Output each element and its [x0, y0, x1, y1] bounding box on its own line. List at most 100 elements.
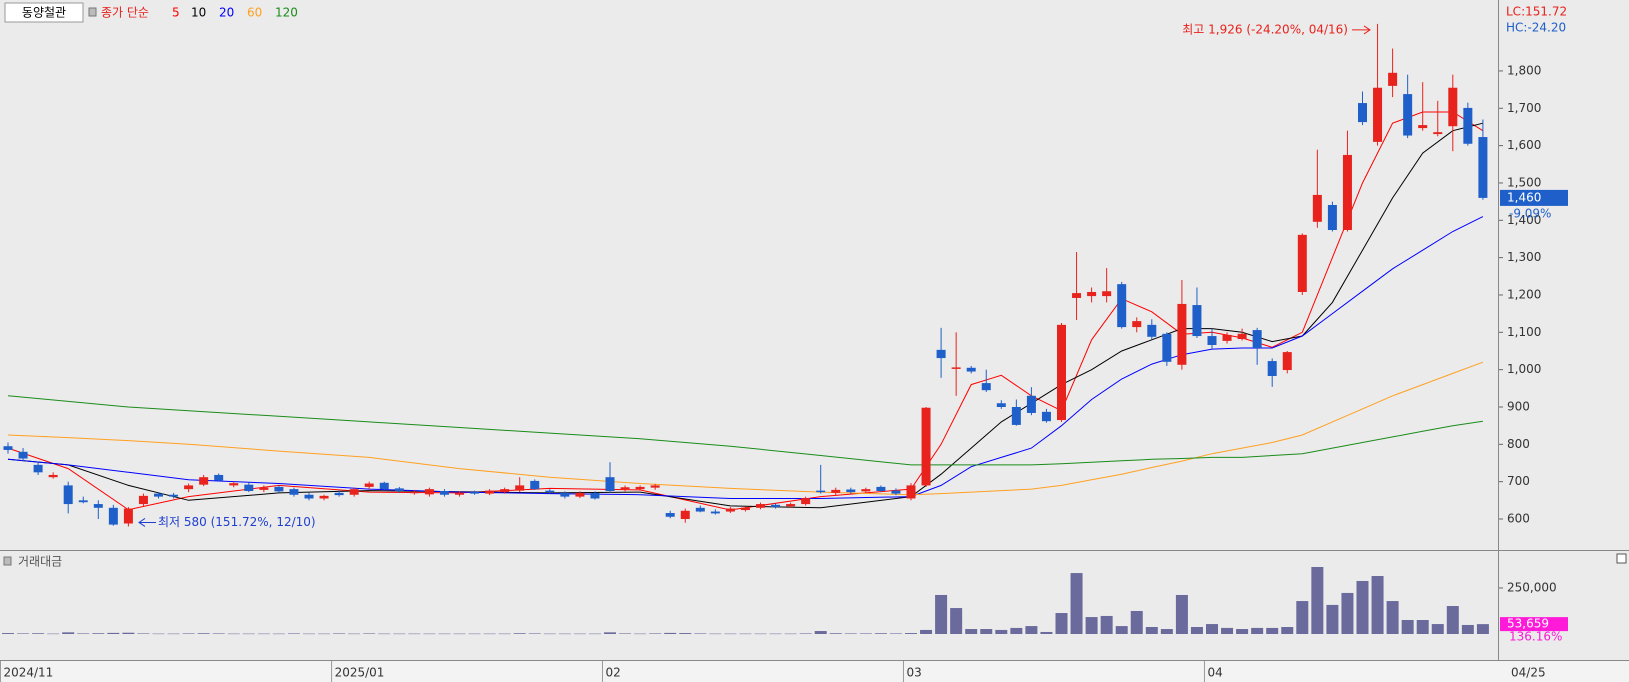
volume-bar	[498, 633, 511, 635]
volume-bar	[1281, 627, 1294, 634]
candle-body	[906, 485, 916, 499]
volume-bar	[1130, 610, 1143, 634]
candle-body	[921, 407, 931, 486]
candle-body	[725, 508, 735, 512]
lc-label: LC:151.72	[1506, 5, 1567, 19]
volume-bar	[1476, 624, 1489, 634]
volume-bar	[1341, 592, 1354, 634]
candle-body	[846, 489, 856, 493]
candle-body	[334, 492, 344, 496]
candle-body	[1418, 125, 1428, 129]
volume-bar	[318, 633, 331, 635]
candle-body	[244, 484, 254, 492]
candle-body	[545, 490, 555, 493]
volume-bar	[348, 633, 361, 635]
candle-body	[876, 486, 886, 492]
candle-body	[996, 403, 1006, 407]
volume-bar	[573, 633, 586, 635]
candle-body	[695, 507, 705, 512]
x-tick-label: 04/25	[1511, 666, 1546, 680]
volume-bar	[1386, 601, 1399, 634]
candle-body	[485, 490, 495, 494]
candle-body	[560, 492, 570, 497]
x-tick-label: 2024/11	[3, 666, 53, 680]
volume-bar	[829, 633, 842, 634]
candle-body	[1041, 411, 1051, 422]
volume-bar	[303, 633, 315, 635]
volume-bar	[167, 633, 180, 635]
candle-body	[1312, 194, 1322, 222]
ma-line	[7, 361, 1484, 496]
volume-bar	[558, 633, 571, 635]
annotation: 최고 1,926 (-24.20%, 04/16)	[1182, 22, 1348, 36]
volume-bar	[423, 633, 436, 635]
close-button[interactable]	[1616, 553, 1627, 564]
candle-body	[1026, 395, 1036, 413]
candle-body	[214, 474, 224, 481]
price-change: -9.09%	[1509, 206, 1551, 220]
volume-bar	[333, 633, 346, 634]
volume-bar	[1461, 624, 1474, 634]
candle-body	[590, 492, 600, 499]
volume-bar	[1145, 627, 1158, 634]
volume-bar	[664, 632, 677, 634]
candle-body	[1478, 137, 1488, 198]
candle-body	[199, 477, 209, 485]
legend-entry: 60	[247, 6, 262, 20]
y-tick-label: 1,500	[1507, 175, 1541, 189]
candle-body	[1057, 324, 1066, 421]
candle-body	[1433, 132, 1443, 135]
x-tick-label: 2025/01	[335, 666, 385, 680]
volume-bar	[1190, 627, 1203, 634]
volume-bar	[77, 633, 90, 634]
candle-body	[1297, 234, 1307, 292]
volume-bar	[1010, 627, 1023, 634]
volume-bar	[784, 633, 797, 635]
volume-bar	[257, 633, 270, 635]
candle-body	[530, 480, 540, 490]
candle-body	[1102, 291, 1112, 297]
candle-body	[409, 491, 419, 494]
candle-body	[229, 483, 239, 486]
volume-bar	[47, 633, 60, 635]
volume-bar	[1251, 627, 1264, 634]
date-axis-bg	[0, 660, 1629, 682]
y-tick-label: 1,100	[1507, 325, 1541, 339]
volume-bar	[754, 633, 767, 635]
candle-body	[1463, 107, 1473, 144]
candle-body	[575, 492, 585, 497]
volume-bar	[212, 633, 225, 634]
volume-bar	[905, 633, 917, 634]
legend-entry: 10	[191, 6, 206, 20]
volume-bar	[1025, 626, 1038, 634]
candle-body	[184, 485, 194, 490]
volume-bar	[1356, 580, 1369, 634]
volume-bar	[799, 633, 812, 634]
candle-body	[1207, 336, 1217, 346]
volume-bar	[920, 629, 933, 634]
volume-bar	[408, 633, 421, 635]
candle-body	[394, 488, 404, 492]
stock-box[interactable]	[4, 2, 84, 23]
candle-body	[123, 508, 133, 524]
volume-bar	[874, 633, 887, 634]
volume-bar	[935, 594, 948, 634]
volume-bar	[137, 633, 150, 634]
volume-bar	[1115, 626, 1128, 634]
candle-body	[605, 477, 615, 492]
stock-name: 동양철관	[22, 6, 66, 20]
volume-box	[1500, 617, 1568, 632]
volume-bar	[1040, 631, 1053, 634]
candle-body	[439, 491, 449, 495]
volume-bar	[889, 633, 902, 634]
y-tick-label: 1,400	[1507, 213, 1541, 227]
candle-body	[1147, 324, 1157, 337]
y-tick-label: 1,000	[1507, 362, 1541, 376]
y-tick-label: 1,200	[1507, 287, 1541, 301]
candle-body	[1177, 303, 1187, 365]
candle-body	[1132, 321, 1142, 328]
volume-bar	[227, 633, 240, 635]
candle-body	[63, 485, 73, 505]
volume-bar	[1206, 624, 1218, 634]
